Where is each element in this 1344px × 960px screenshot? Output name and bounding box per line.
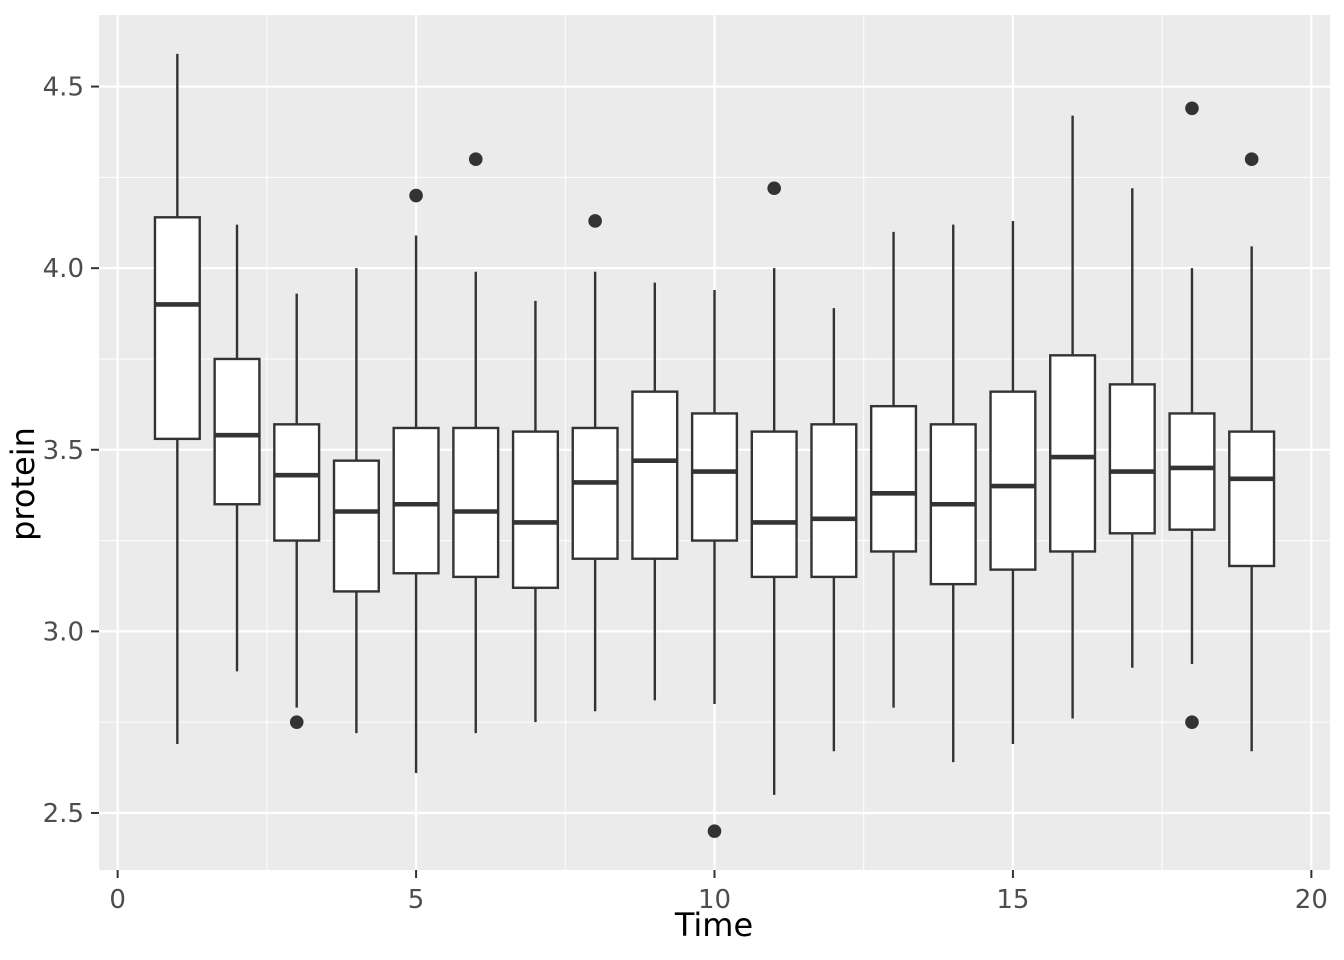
iqr-box	[750, 430, 798, 579]
outlier-point	[707, 824, 722, 838]
box-time-19	[1228, 152, 1276, 752]
box-time-6	[452, 152, 500, 734]
outlier-point	[409, 188, 423, 203]
iqr-box	[810, 423, 858, 579]
iqr-box	[989, 390, 1037, 571]
iqr-box	[1228, 430, 1276, 568]
iqr-box	[273, 423, 321, 542]
iqr-box	[571, 426, 619, 560]
box-time-9	[631, 282, 679, 701]
outlier-point	[1185, 101, 1199, 116]
box-time-14	[929, 224, 977, 763]
box-time-2	[213, 224, 261, 672]
axes: 0 5 10 15 20 2.5 3.0 3.5 4.0 4.5	[43, 73, 1328, 915]
iqr-box	[213, 357, 261, 506]
x-tick-label: 10	[698, 885, 731, 915]
y-tick-label: 3.5	[43, 436, 84, 466]
box-time-11	[750, 181, 798, 795]
outlier-point	[767, 181, 781, 196]
outlier-point	[1185, 715, 1199, 729]
box-time-3	[273, 293, 321, 729]
box-time-10	[690, 289, 739, 838]
box-time-17	[1108, 188, 1156, 668]
boxplots	[153, 53, 1276, 838]
box-time-7	[511, 300, 560, 723]
x-tick-label: 0	[109, 885, 126, 915]
x-tick-label: 20	[1295, 885, 1328, 915]
box-time-5	[392, 188, 440, 774]
iqr-box	[1168, 412, 1216, 531]
y-tick-label: 4.0	[43, 254, 84, 284]
iqr-box	[1049, 354, 1097, 553]
box-time-15	[989, 220, 1037, 744]
x-tick-label: 15	[996, 885, 1029, 915]
iqr-box	[511, 430, 560, 589]
y-axis-title: protein	[4, 427, 42, 541]
box-time-4	[332, 268, 380, 734]
y-tick-label: 3.0	[43, 617, 84, 647]
iqr-box	[1108, 383, 1156, 535]
iqr-box	[392, 426, 440, 575]
x-tick-label: 5	[408, 885, 425, 915]
box-time-12	[810, 308, 858, 752]
y-tick-label: 4.5	[43, 73, 84, 103]
y-tick-label: 2.5	[43, 799, 84, 829]
iqr-box	[153, 216, 201, 441]
iqr-box	[869, 404, 918, 553]
outlier-point	[588, 214, 602, 228]
iqr-box	[631, 390, 679, 560]
iqr-box	[452, 426, 500, 579]
iqr-box	[332, 459, 380, 593]
box-time-1	[153, 53, 201, 744]
outlier-point	[1244, 152, 1259, 166]
box-time-13	[869, 231, 918, 708]
outlier-point	[289, 715, 304, 729]
iqr-box	[690, 412, 739, 542]
box-time-8	[571, 214, 619, 712]
outlier-point	[468, 152, 483, 166]
box-time-18	[1168, 101, 1216, 729]
x-axis-title: Time	[674, 906, 753, 944]
box-time-16	[1049, 115, 1097, 719]
